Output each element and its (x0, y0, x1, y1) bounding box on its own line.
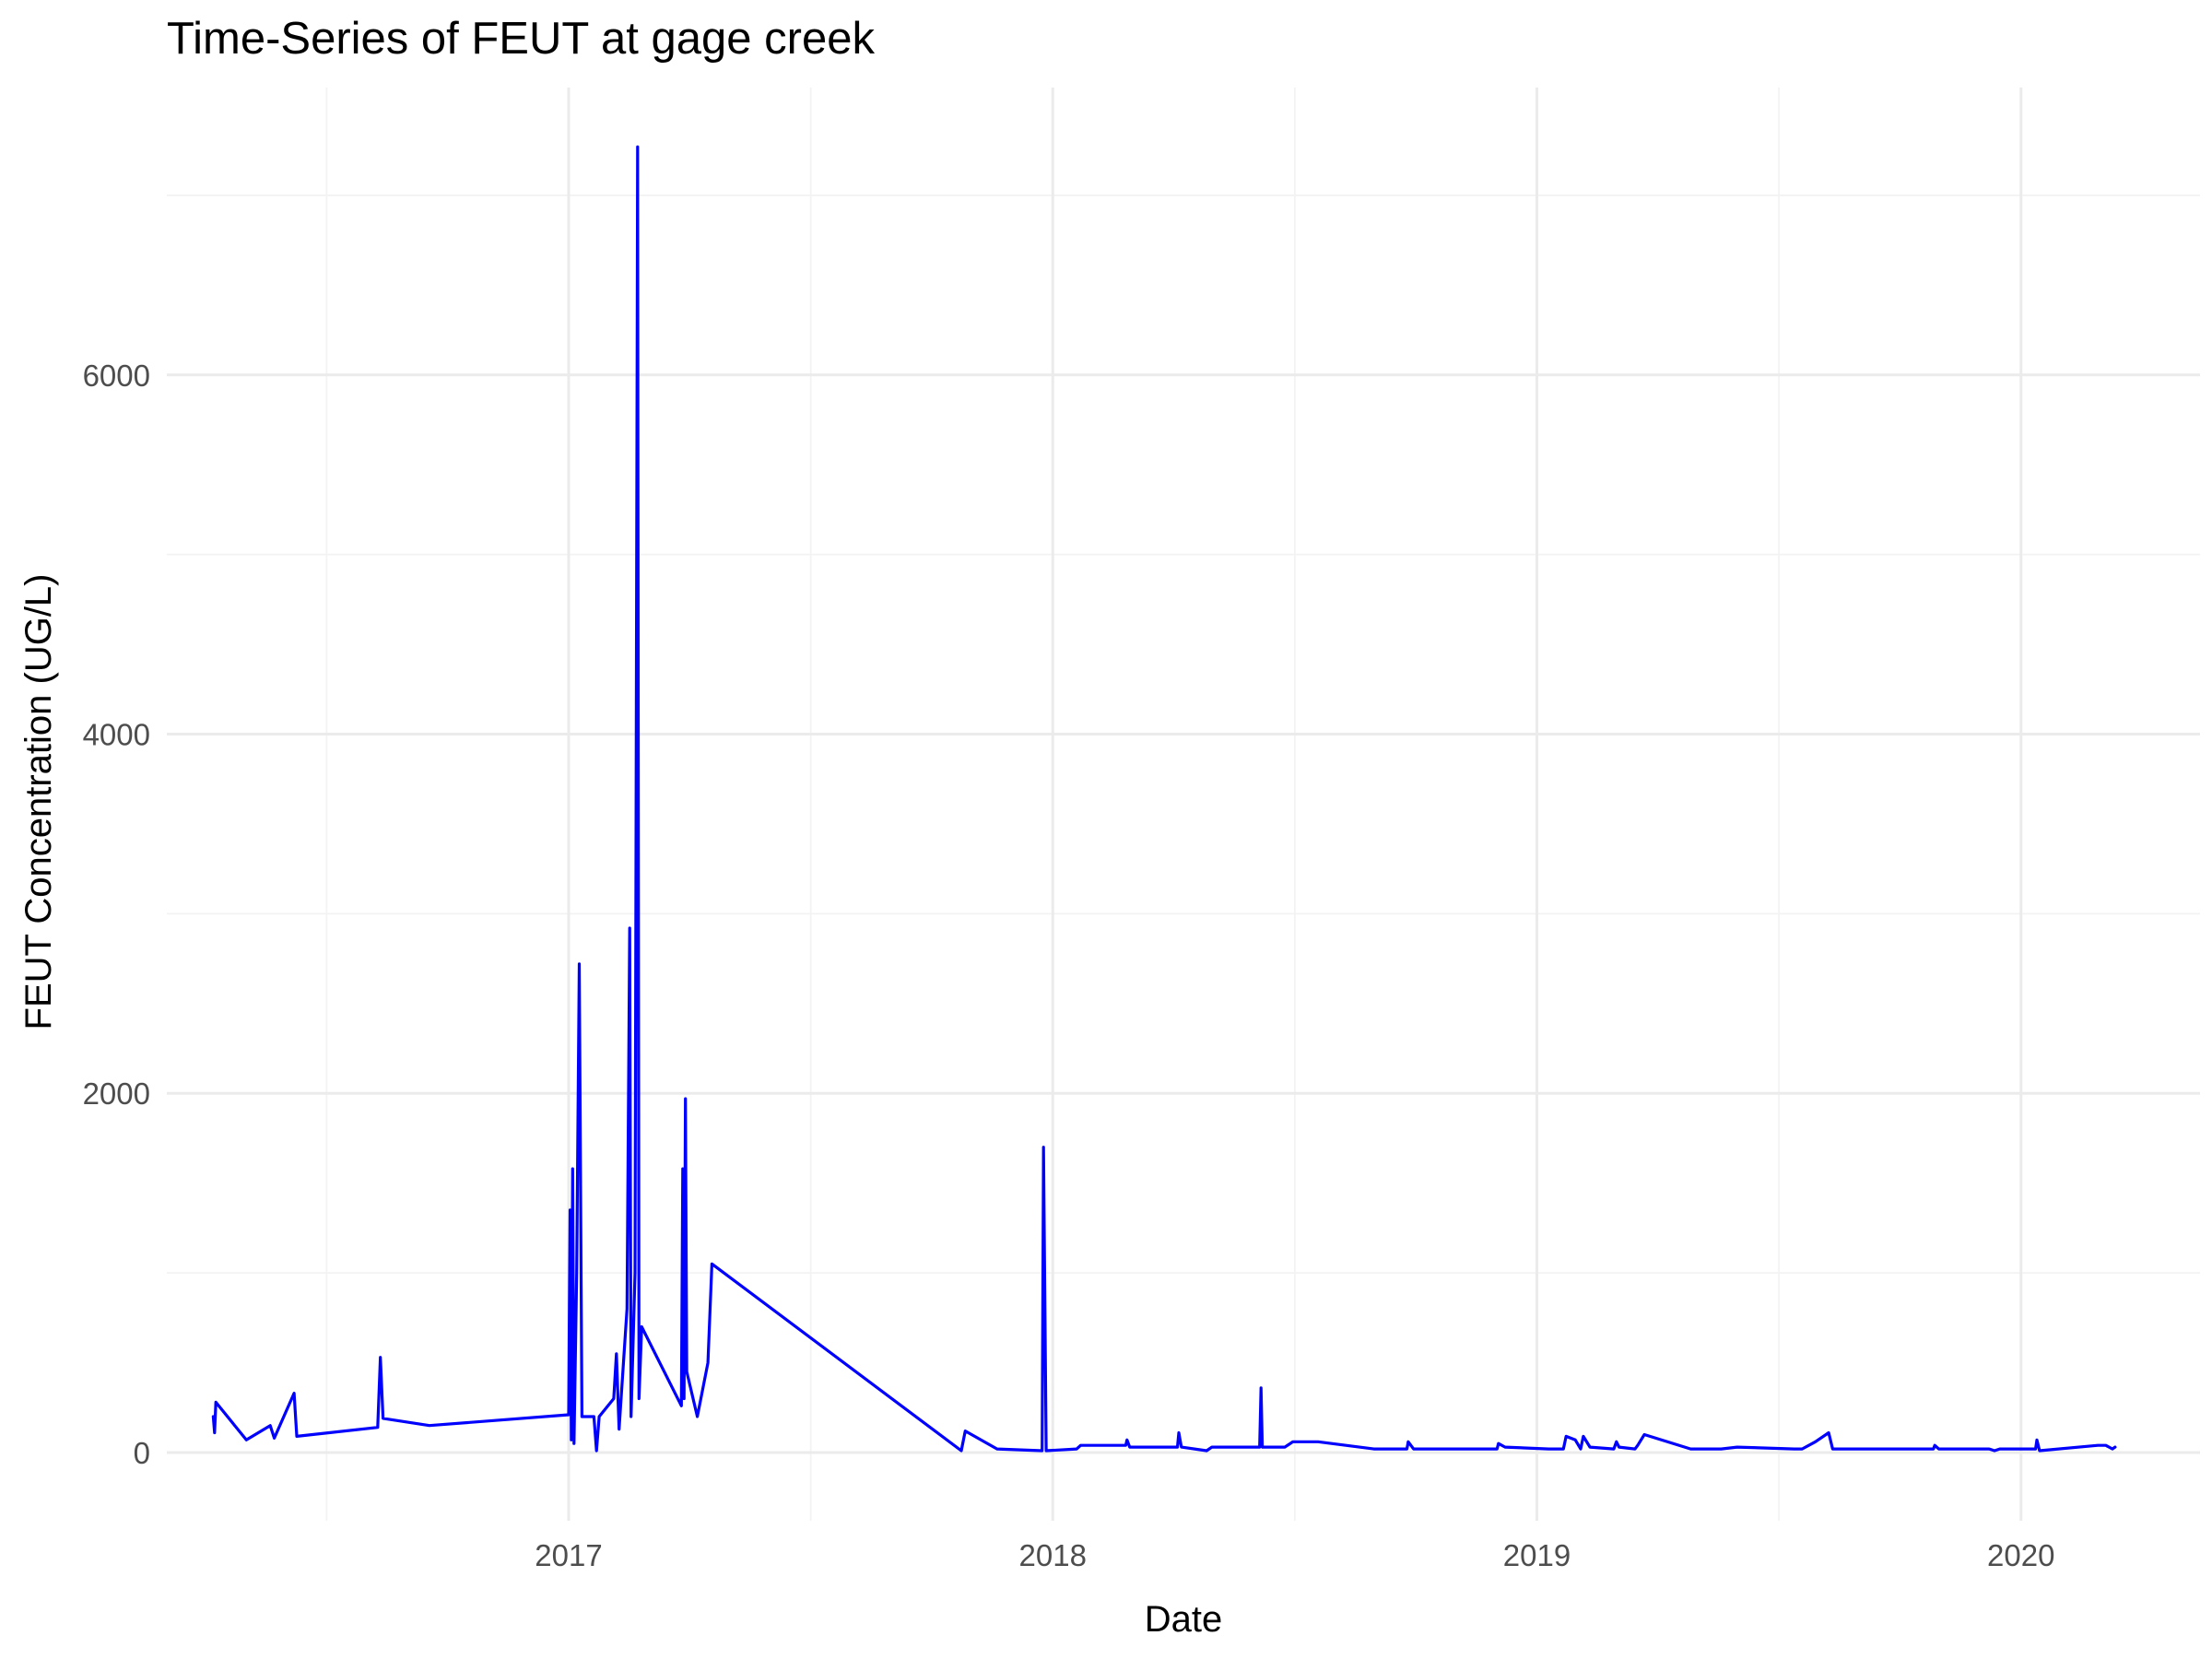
series-group (211, 145, 2117, 1453)
x-axis-label: Date (1145, 1599, 1223, 1640)
x-tick-label: 2020 (1987, 1538, 2054, 1572)
y-tick-label: 2000 (83, 1077, 150, 1111)
tick-labels: 2017 2018 2019 2020 0 2000 4000 6000 (83, 359, 2055, 1572)
x-tick-label: 2019 (1503, 1538, 1571, 1572)
y-tick-label: 4000 (83, 718, 150, 752)
y-tick-label: 6000 (83, 359, 150, 393)
y-axis-label: FEUT Concentration (UG/L) (18, 574, 59, 1030)
gridlines (167, 88, 2200, 1521)
x-tick-label: 2017 (535, 1538, 602, 1572)
chart-title: Time-Series of FEUT at gage creek (167, 14, 875, 64)
x-tick-label: 2018 (1019, 1538, 1087, 1572)
series-line (211, 145, 2117, 1453)
y-tick-label: 0 (134, 1436, 150, 1470)
